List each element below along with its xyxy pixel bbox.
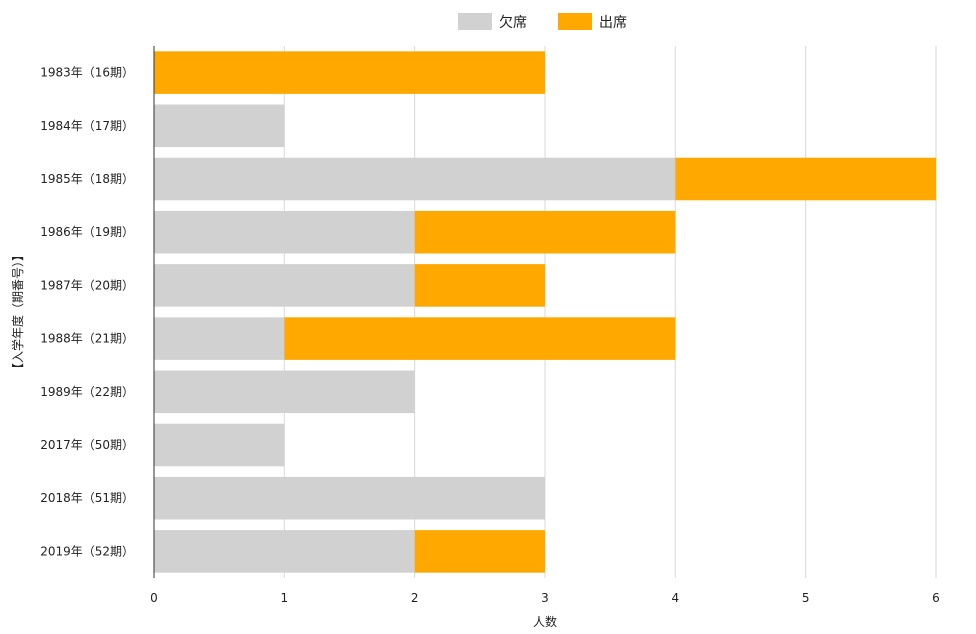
- bar-segment: [414, 530, 545, 573]
- legend: 欠席 出席: [458, 13, 627, 31]
- y-category-label: 1988年（21期）: [40, 332, 134, 346]
- y-category-label: 1986年（19期）: [40, 225, 134, 239]
- y-category-label: 1984年（17期）: [40, 119, 134, 133]
- y-category-label: 2019年（52期）: [40, 544, 134, 558]
- bar-segment: [284, 317, 676, 360]
- x-tick-label: 5: [802, 591, 810, 605]
- y-axis-categories: 1983年（16期） 1984年（17期） 1985年（18期） 1986年（19期）…: [40, 66, 134, 559]
- bars: [154, 51, 936, 573]
- y-category-label: 1989年（22期）: [40, 385, 134, 399]
- x-tick-label: 1: [281, 591, 289, 605]
- legend-swatch: [558, 13, 592, 30]
- bar-segment: [154, 370, 415, 414]
- x-tick-label: 0: [150, 591, 158, 605]
- legend-label: 出席: [599, 15, 627, 31]
- bar-segment: [154, 317, 285, 360]
- x-axis-ticks: 0 1 2 3 4 5 6: [150, 591, 940, 605]
- bar-segment: [154, 104, 285, 148]
- y-axis-title: 【入学年度（期番号）】: [10, 249, 25, 375]
- bar-segment: [154, 157, 676, 201]
- y-category-label: 1983年（16期）: [40, 66, 134, 80]
- x-tick-label: 3: [541, 591, 549, 605]
- y-category-label: 1985年（18期）: [40, 172, 134, 186]
- y-category-label: 1987年（20期）: [40, 278, 134, 292]
- legend-swatch: [458, 13, 492, 30]
- x-tick-label: 4: [672, 591, 680, 605]
- x-tick-label: 6: [932, 591, 940, 605]
- bar-segment: [154, 476, 545, 520]
- x-axis-title: 人数: [533, 614, 557, 629]
- bar-segment: [154, 423, 285, 467]
- bar-segment: [154, 264, 415, 307]
- legend-label: 欠席: [499, 15, 527, 31]
- y-category-label: 2018年（51期）: [40, 491, 134, 505]
- bar-segment: [414, 210, 676, 254]
- bar-segment: [414, 264, 545, 307]
- bar-segment: [154, 210, 415, 254]
- y-category-label: 2017年（50期）: [40, 438, 134, 452]
- bar-segment: [154, 530, 415, 573]
- bar-segment: [154, 51, 545, 94]
- bar-segment: [675, 157, 936, 201]
- x-tick-label: 2: [411, 591, 419, 605]
